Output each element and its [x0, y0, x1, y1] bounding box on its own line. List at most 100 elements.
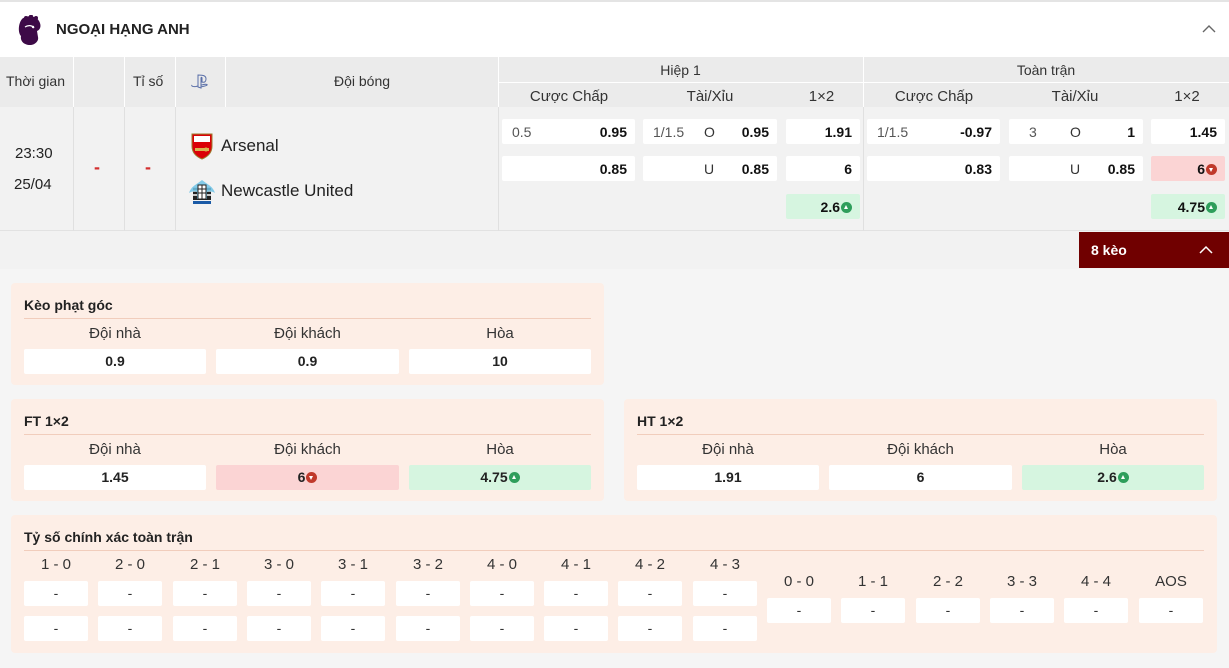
arsenal-crest-icon	[191, 133, 213, 160]
ft-handicap-away[interactable]: 0.83	[867, 156, 1000, 181]
more-bar	[0, 231, 1229, 269]
score-label: 3 - 3	[1006, 573, 1037, 590]
newcastle-crest-icon	[189, 180, 215, 204]
ft12-label-home: Đội nhà	[89, 441, 141, 458]
header-ft-handicap: Cược Chấp	[894, 88, 974, 105]
arrow-up-icon	[841, 202, 852, 213]
h1-1x2-away[interactable]: 6	[786, 156, 860, 181]
correct-score-title: Tỷ số chính xác toàn trận	[24, 529, 193, 545]
ht12-odds-draw[interactable]: 2.6	[1022, 465, 1204, 490]
score-odds[interactable]: -	[618, 616, 682, 641]
score-odds[interactable]: -	[396, 616, 460, 641]
score-odds[interactable]: -	[173, 581, 237, 606]
header-ft-1x2: 1×2	[1174, 88, 1200, 105]
more-markets-button[interactable]: 8 kèo	[1079, 232, 1229, 268]
score-odds[interactable]: -	[396, 581, 460, 606]
header-h1-handicap: Cược Chấp	[529, 88, 609, 105]
ft-over[interactable]: 3 O 1	[1009, 119, 1143, 144]
score-home: -	[94, 157, 100, 177]
score-label: 4 - 3	[709, 556, 740, 573]
ht12-odds-away[interactable]: 6	[829, 465, 1012, 490]
score-odds[interactable]: -	[98, 581, 162, 606]
corner-odds-home[interactable]: 0.9	[24, 349, 206, 374]
corner-market: Kèo phạt góc Đội nhà Đội khách Hòa 0.9 0…	[11, 283, 604, 385]
arrow-down-icon	[1206, 164, 1217, 175]
ht12-title: HT 1×2	[637, 413, 684, 429]
table-header: Thời gian Tỉ số Đội bóng Hiệp 1 Toàn trậ…	[0, 57, 1229, 107]
arrow-down-icon	[306, 472, 318, 483]
score-odds[interactable]: -	[693, 581, 757, 606]
header-h1-1x2: 1×2	[808, 88, 835, 105]
ht12-label-away: Đội khách	[887, 441, 954, 458]
ht12-odds-home[interactable]: 1.91	[637, 465, 819, 490]
score-odds[interactable]: -	[990, 598, 1054, 623]
h1-under[interactable]: U 0.85	[643, 156, 777, 181]
score-odds[interactable]: -	[1064, 598, 1128, 623]
header-time: Thời gian	[6, 73, 65, 89]
score-label: 1 - 1	[857, 573, 888, 590]
corner-odds-draw[interactable]: 10	[409, 349, 591, 374]
score-odds[interactable]: -	[1139, 598, 1203, 623]
h1-1x2-draw[interactable]: 2.6	[786, 194, 860, 219]
h1-handicap-home[interactable]: 0.5 0.95	[502, 119, 635, 144]
score-label: 0 - 0	[783, 573, 814, 590]
score-odds[interactable]: -	[841, 598, 905, 623]
ft12-odds-home[interactable]: 1.45	[24, 465, 206, 490]
score-odds[interactable]: -	[247, 581, 311, 606]
score-odds[interactable]: -	[470, 581, 534, 606]
ft12-title: FT 1×2	[24, 413, 69, 429]
score-odds[interactable]: -	[470, 616, 534, 641]
header-team: Đội bóng	[333, 73, 391, 89]
ft12-odds-draw[interactable]: 4.75	[409, 465, 591, 490]
score-odds[interactable]: -	[544, 581, 608, 606]
ft-handicap-home[interactable]: 1/1.5 -0.97	[867, 119, 1000, 144]
ht12-label-draw: Hòa	[1099, 441, 1127, 458]
ft-1x2-market: FT 1×2 Đội nhà Đội khách Hòa 1.45 6 4.75	[11, 399, 604, 501]
header-fulltime: Toàn trận	[1016, 62, 1076, 78]
corner-odds-away[interactable]: 0.9	[216, 349, 399, 374]
ft-1x2-home[interactable]: 1.45	[1151, 119, 1225, 144]
ft-1x2-away[interactable]: 6	[1151, 156, 1225, 181]
h1-over[interactable]: 1/1.5 O 0.95	[643, 119, 777, 144]
corner-label-home: Đội nhà	[89, 325, 141, 342]
header-ft-overunder: Tài/Xỉu	[1051, 88, 1099, 105]
ft12-odds-away[interactable]: 6	[216, 465, 399, 490]
correct-score-market: Tỷ số chính xác toàn trận 1 - 0--2 - 0--…	[11, 515, 1217, 653]
score-odds[interactable]: -	[544, 616, 608, 641]
corner-label-draw: Hòa	[486, 325, 514, 342]
ht-1x2-market: HT 1×2 Đội nhà Đội khách Hòa 1.91 6 2.6	[624, 399, 1217, 501]
corner-label-away: Đội khách	[274, 325, 341, 342]
h1-1x2-home[interactable]: 1.91	[786, 119, 860, 144]
arrow-up-icon	[508, 472, 520, 483]
score-odds[interactable]: -	[24, 581, 88, 606]
chevron-up-icon[interactable]	[1201, 22, 1217, 36]
score-odds[interactable]: -	[173, 616, 237, 641]
score-odds[interactable]: -	[247, 616, 311, 641]
ft12-label-away: Đội khách	[274, 441, 341, 458]
ft-1x2-draw[interactable]: 4.75	[1151, 194, 1225, 219]
corner-title: Kèo phạt góc	[24, 297, 113, 313]
header-half1: Hiệp 1	[660, 62, 701, 78]
score-label: 3 - 1	[337, 556, 368, 573]
score-odds[interactable]: -	[767, 598, 831, 623]
away-team[interactable]: Newcastle United	[221, 181, 354, 200]
ft12-label-draw: Hòa	[486, 441, 514, 458]
header-score: Tỉ số	[133, 73, 164, 89]
chevron-up-icon	[1199, 245, 1213, 254]
score-odds[interactable]: -	[98, 616, 162, 641]
h1-handicap-away[interactable]: 0.85	[502, 156, 635, 181]
score-odds[interactable]: -	[693, 616, 757, 641]
score-odds[interactable]: -	[916, 598, 980, 623]
ft-under[interactable]: U 0.85	[1009, 156, 1143, 181]
score-odds[interactable]: -	[24, 616, 88, 641]
home-team[interactable]: Arsenal	[221, 136, 279, 155]
score-odds[interactable]: -	[321, 616, 385, 641]
match-date: 25/04	[14, 176, 52, 193]
score-label: 4 - 0	[486, 556, 517, 573]
match-row: 23:30 25/04 - - Arsenal Newcastle United…	[0, 107, 1229, 231]
score-odds[interactable]: -	[618, 581, 682, 606]
score-odds[interactable]: -	[321, 581, 385, 606]
score-label: 4 - 4	[1080, 573, 1111, 590]
arrow-up-icon	[1206, 202, 1217, 213]
league-bar[interactable]: NGOẠI HẠNG ANH	[0, 0, 1229, 57]
